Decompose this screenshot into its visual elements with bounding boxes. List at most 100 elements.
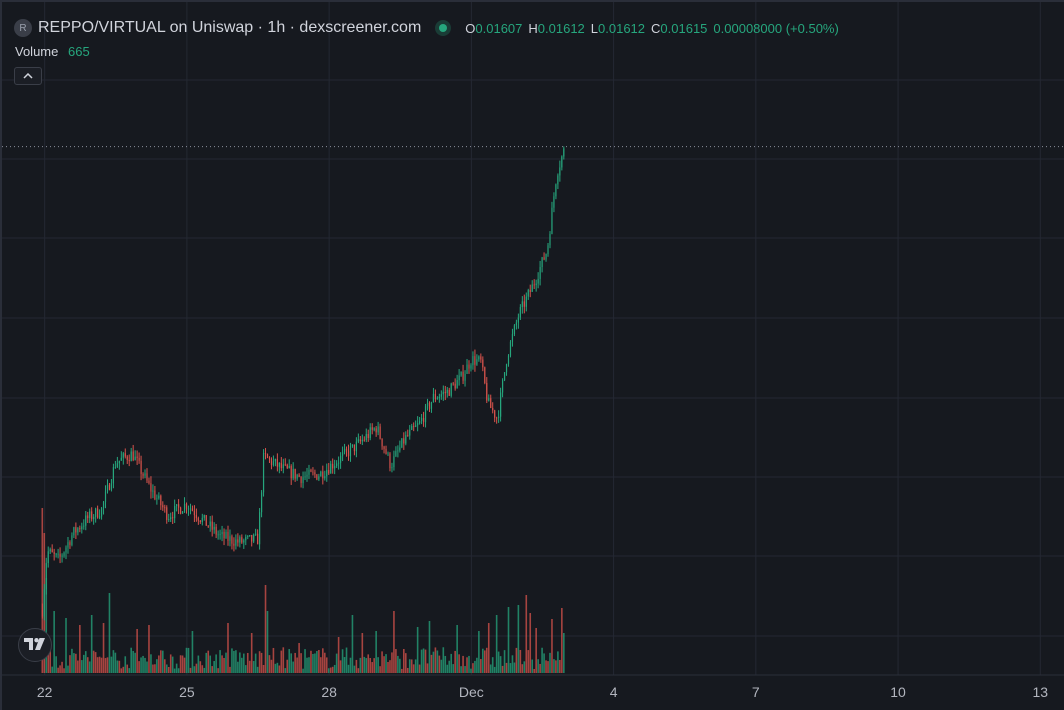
volume-bar — [203, 667, 206, 673]
volume-bar — [205, 652, 208, 673]
volume-bar — [458, 654, 460, 673]
candle-body — [517, 317, 519, 323]
candle-body — [551, 207, 553, 234]
volume-bar — [284, 668, 287, 673]
time-tick-label: 10 — [890, 684, 906, 700]
volume-bar — [442, 647, 445, 673]
candle-body — [112, 467, 115, 484]
volume-bar — [399, 658, 401, 673]
candle-body — [116, 463, 118, 468]
volume-bar — [241, 657, 243, 673]
candle-body — [195, 515, 197, 519]
candle-body — [278, 462, 280, 467]
candle-body — [164, 507, 166, 509]
volume-bar — [312, 653, 314, 673]
volume-bar — [385, 654, 387, 673]
candle-body — [442, 391, 444, 395]
candle-body — [513, 325, 516, 335]
candle-body — [162, 505, 164, 508]
volume-bar — [140, 657, 142, 673]
volume-bar — [436, 650, 439, 673]
volume-bar — [517, 605, 520, 673]
candle-body — [49, 549, 51, 552]
candle-body — [539, 267, 541, 279]
volume-bar — [86, 657, 89, 673]
volume-bar — [288, 649, 291, 673]
volume-bar — [389, 660, 391, 673]
candle-body — [51, 549, 53, 553]
candle-body — [515, 322, 518, 326]
volume-bar — [533, 668, 535, 673]
candle-body — [503, 372, 506, 381]
candle-body — [81, 526, 83, 530]
volume-bar — [495, 615, 498, 673]
volume-bar — [55, 656, 57, 673]
candle-body — [75, 527, 77, 533]
volume-bar — [527, 650, 530, 673]
candle-body — [527, 290, 529, 297]
volume-bar — [45, 578, 48, 673]
volume-bar — [489, 664, 492, 673]
candle-body — [132, 451, 134, 461]
volume-bar — [195, 663, 198, 673]
candle-body — [470, 365, 472, 369]
candle-body — [395, 451, 397, 457]
volume-bar — [239, 652, 241, 673]
candle-body — [330, 463, 332, 474]
volume-bar — [150, 654, 152, 673]
candle-body — [71, 535, 73, 545]
candle-body — [472, 356, 474, 366]
candle-body — [379, 426, 381, 439]
volume-bar — [329, 667, 332, 673]
volume-bar — [373, 658, 375, 673]
volume-bar — [553, 659, 555, 673]
volume-bar — [403, 648, 405, 673]
volume-bar — [197, 655, 200, 673]
tradingview-logo-icon[interactable] — [18, 628, 52, 662]
volume-bar — [242, 653, 245, 673]
volume-bar — [77, 660, 79, 673]
candle-body — [424, 406, 427, 423]
volume-bar — [282, 647, 285, 673]
candle-body — [365, 434, 367, 440]
volume-bar — [132, 650, 134, 673]
volume-bar — [90, 615, 93, 673]
volume-bar — [406, 667, 409, 673]
time-tick-label: 7 — [752, 684, 760, 700]
candle-body — [405, 435, 407, 444]
candle-body — [393, 456, 395, 468]
candle-body — [464, 373, 466, 381]
candle-body — [345, 448, 348, 451]
candle-body — [233, 543, 235, 546]
candle-body — [152, 490, 154, 492]
volume-bar — [84, 651, 87, 673]
volume-bar — [112, 650, 115, 673]
volume-bar — [41, 508, 44, 673]
volume-bar — [430, 654, 433, 673]
collapse-legend-button[interactable] — [14, 67, 42, 85]
candle-body — [258, 512, 261, 545]
volume-value: 665 — [68, 44, 90, 59]
candle-body — [476, 359, 478, 365]
candle-body — [98, 516, 101, 518]
candle-body — [417, 423, 419, 426]
candle-body — [375, 428, 377, 433]
candle-body — [201, 517, 203, 523]
candle-body — [176, 504, 178, 507]
candle-body — [189, 508, 192, 510]
volume-bar — [114, 652, 117, 673]
candle-body — [533, 284, 535, 286]
volume-bar — [497, 651, 500, 673]
volume-bar — [377, 657, 379, 673]
candle-body — [118, 460, 120, 464]
candle-body — [65, 547, 67, 553]
candle-body — [292, 468, 294, 479]
candle-body — [454, 383, 456, 389]
candle-body — [505, 364, 508, 373]
volume-bar — [237, 661, 239, 673]
volume-bar — [75, 653, 77, 673]
candle-body — [349, 446, 352, 457]
candle-body — [377, 426, 379, 433]
volume-bar — [391, 652, 393, 673]
